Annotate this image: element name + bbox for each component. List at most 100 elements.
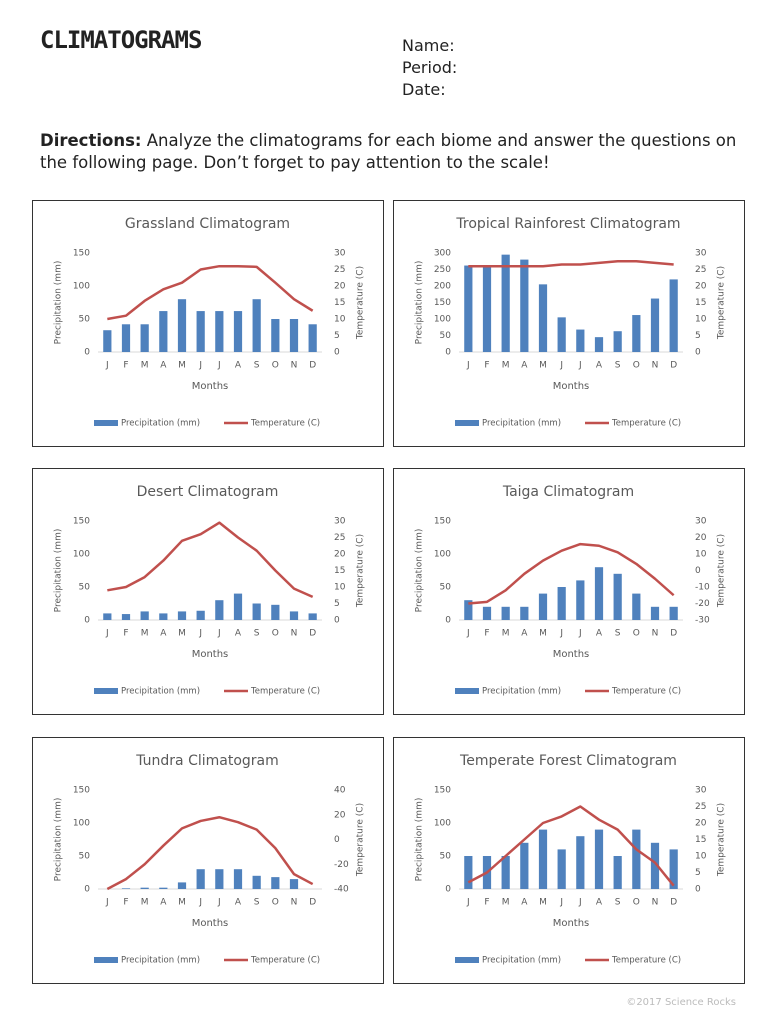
y2-tick-label: 30: [334, 249, 346, 259]
x-tick-label: J: [578, 629, 582, 639]
bar: [520, 606, 529, 620]
bar: [140, 887, 149, 889]
x-tick-label: D: [670, 361, 677, 371]
x-tick-label: A: [160, 898, 167, 908]
x-tick-label: M: [502, 361, 510, 371]
bar: [289, 611, 299, 620]
y2-tick-label: 30: [695, 249, 707, 259]
x-tick-label: J: [198, 898, 202, 908]
legend-swatch: [94, 688, 118, 694]
x-tick-label: M: [502, 629, 510, 639]
x-tick-label: J: [105, 629, 109, 639]
bar: [252, 603, 261, 620]
x-axis-label: Months: [553, 381, 590, 392]
x-tick-label: D: [670, 629, 677, 639]
x-tick-label: A: [235, 629, 242, 639]
y2-tick-label: 15: [695, 835, 706, 845]
legend-label: Temperature (C): [611, 687, 681, 697]
bar: [482, 266, 492, 352]
bar: [177, 611, 187, 620]
x-tick-label: S: [615, 898, 621, 908]
x-tick-label: A: [160, 629, 167, 639]
x-tick-label: D: [309, 361, 316, 371]
y2-tick-label: 0: [334, 835, 340, 845]
legend-swatch: [455, 957, 479, 963]
legend-label: Precipitation (mm): [121, 419, 200, 429]
y-tick-label: 150: [434, 786, 451, 796]
legend-label: Precipitation (mm): [121, 956, 200, 966]
bar: [196, 311, 205, 352]
bar: [233, 593, 243, 620]
chart: Tropical Rainforest Climatogram050100150…: [393, 200, 745, 447]
directions: Directions: Analyze the climatograms for…: [40, 130, 740, 174]
bar: [289, 319, 299, 352]
bar: [215, 311, 224, 352]
y2-axis-label: Temperature (C): [356, 803, 366, 877]
x-tick-label: J: [559, 898, 563, 908]
x-tick-label: N: [291, 629, 298, 639]
y-tick-label: 0: [445, 348, 451, 358]
x-tick-label: S: [254, 361, 260, 371]
legend-label: Precipitation (mm): [482, 687, 561, 697]
line-series: [107, 264, 314, 321]
x-tick-label: M: [141, 898, 149, 908]
directions-text: Analyze the climatograms for each biome …: [40, 131, 737, 172]
y-tick-label: 150: [434, 517, 451, 527]
legend-swatch: [455, 420, 479, 426]
y-tick-label: 100: [434, 315, 451, 325]
line-series: [468, 260, 674, 268]
y-tick-label: 100: [73, 282, 90, 292]
bar: [594, 337, 604, 352]
x-tick-label: J: [198, 629, 202, 639]
x-tick-label: J: [466, 361, 470, 371]
legend-swatch: [94, 420, 118, 426]
worksheet-title: CLIMATOGRAMS: [40, 26, 202, 54]
x-tick-label: J: [217, 898, 221, 908]
bar: [464, 856, 473, 889]
bar: [464, 265, 473, 352]
legend-label: Precipitation (mm): [121, 687, 200, 697]
x-tick-label: O: [633, 629, 640, 639]
x-tick-label: A: [521, 629, 528, 639]
x-tick-label: N: [652, 629, 659, 639]
x-tick-label: A: [596, 629, 603, 639]
bar: [650, 298, 660, 352]
x-tick-label: J: [105, 361, 109, 371]
bar: [271, 604, 280, 620]
y2-tick-label: 0: [695, 566, 701, 576]
y2-tick-label: -20: [334, 860, 349, 870]
x-axis-label: Months: [192, 649, 229, 660]
y-tick-label: 50: [440, 583, 452, 593]
chart-frame: [32, 468, 384, 715]
x-tick-label: A: [596, 898, 603, 908]
y2-tick-label: 20: [695, 533, 707, 543]
x-tick-label: F: [123, 629, 128, 639]
y-tick-label: 150: [73, 786, 90, 796]
bar: [557, 587, 566, 620]
bar: [464, 600, 473, 620]
x-tick-label: M: [141, 629, 149, 639]
x-tick-label: F: [484, 629, 489, 639]
y2-tick-label: 40: [334, 786, 346, 796]
bar: [557, 317, 566, 352]
y2-tick-label: -30: [695, 616, 710, 626]
chart-title: Temperate Forest Climatogram: [459, 753, 677, 769]
chart-frame: [393, 468, 745, 715]
y-tick-label: 50: [79, 583, 91, 593]
legend-label: Temperature (C): [611, 956, 681, 966]
bar: [650, 606, 660, 620]
chart-title: Taiga Climatogram: [502, 484, 634, 500]
y2-tick-label: 10: [334, 315, 346, 325]
bar: [632, 829, 641, 889]
chart-frame: [393, 737, 745, 984]
y-tick-label: 0: [84, 616, 90, 626]
x-tick-label: O: [272, 361, 279, 371]
y2-tick-label: -10: [695, 583, 710, 593]
x-tick-label: F: [123, 361, 128, 371]
footer: ©2017 Science Rocks: [626, 997, 736, 1008]
x-tick-label: N: [291, 898, 298, 908]
x-tick-label: D: [309, 629, 316, 639]
bar: [669, 606, 678, 620]
x-tick-label: M: [178, 361, 186, 371]
bar: [215, 600, 224, 620]
